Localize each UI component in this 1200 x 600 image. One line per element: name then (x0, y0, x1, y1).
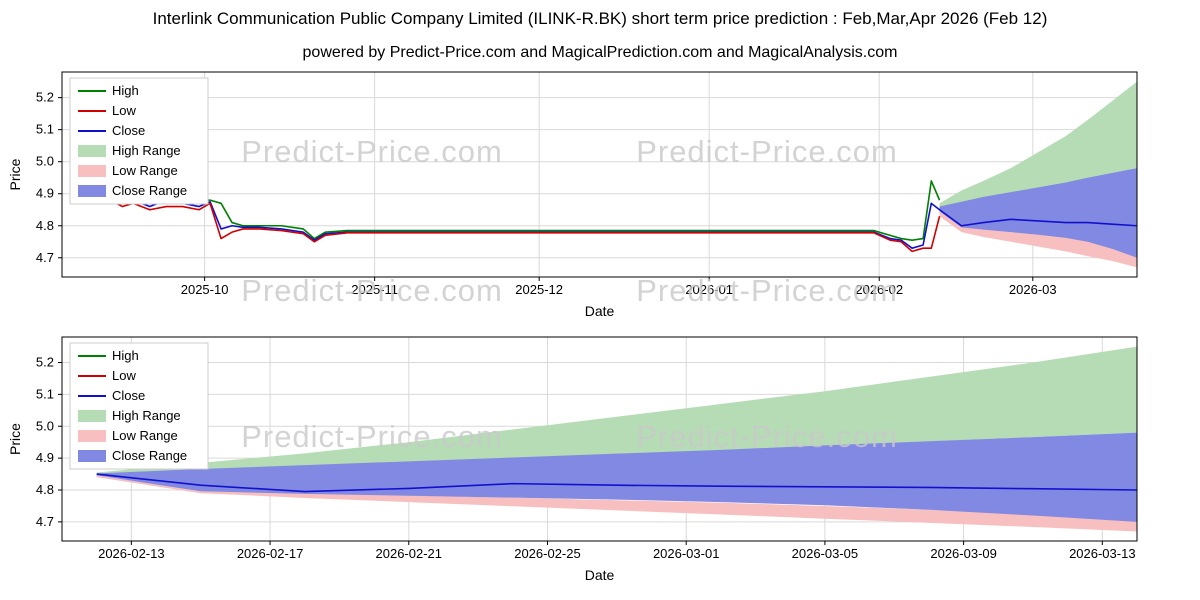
chart-subtitle: powered by Predict-Price.com and Magical… (302, 44, 898, 61)
low-line (100, 199, 941, 253)
x-tick-label: 2026-02-17 (237, 546, 304, 561)
y-tick-label: 5.2 (36, 355, 54, 370)
y-tick-label: 5.2 (36, 90, 54, 105)
low-range-legend-swatch (78, 430, 106, 442)
legend-label: Close (112, 388, 145, 403)
low-range-band (939, 206, 1137, 268)
x-tick-label: 2026-03-13 (1069, 546, 1136, 561)
legend-label: High (112, 348, 139, 363)
legend-label: High (112, 83, 139, 98)
plot-area (62, 72, 1137, 277)
y-tick-label: 4.7 (36, 514, 54, 529)
close-range-band (939, 168, 1137, 258)
low-range-band (96, 475, 1138, 532)
legend-label: Low (112, 103, 136, 118)
legend-label: High Range (112, 143, 181, 158)
y-tick-label: 4.8 (36, 482, 54, 497)
x-tick-label: 2026-02-25 (514, 546, 581, 561)
y-tick-label: 4.8 (36, 218, 54, 233)
x-axis-label: Date (585, 567, 615, 583)
x-tick-label: 2025-12 (515, 282, 563, 297)
plot-border (61, 336, 1138, 542)
watermark-text: Predict-Price.com (636, 273, 898, 308)
legend-label: Low Range (112, 163, 178, 178)
x-tick-label: 2026-02-13 (98, 546, 165, 561)
x-axis-label: Date (585, 303, 615, 319)
legend-label: High Range (112, 408, 181, 423)
x-tick-label: 2026-03-05 (792, 546, 859, 561)
watermark-text: Predict-Price.com (241, 419, 503, 454)
close-line (96, 473, 1138, 493)
close-range-legend-swatch (78, 185, 106, 197)
high-range-legend-swatch (78, 410, 106, 422)
x-tick-label: 2025-10 (181, 282, 229, 297)
close-range-band (96, 432, 1138, 522)
low-range-legend-swatch (78, 165, 106, 177)
x-tick-label: 2026-03-01 (653, 546, 720, 561)
y-tick-label: 5.0 (36, 418, 54, 433)
top-chart: 2025-10 2025-11 2025-12 2026-01 2026-02 2026-… (7, 71, 1138, 319)
legend-box (69, 342, 209, 470)
legend-box (69, 77, 209, 205)
y-tick-label: 4.9 (36, 186, 54, 201)
watermark-text: Predict-Price.com (241, 273, 503, 308)
x-tick-label: 2026-03 (1009, 282, 1057, 297)
close-range-legend-swatch (78, 450, 106, 462)
y-axis-label: Price (7, 423, 23, 455)
watermark-text: Predict-Price.com (636, 419, 898, 454)
legend-label: Close Range (112, 183, 187, 198)
watermarks: Predict-Price.com Predict-Price.com Pred… (241, 134, 898, 454)
y-axis-label: Price (7, 158, 23, 190)
x-tick-label: 2026-01 (685, 282, 733, 297)
y-tick-label: 4.7 (36, 250, 54, 265)
legend-label: Low (112, 368, 136, 383)
x-tick-label: 2025-11 (351, 282, 398, 297)
watermark-text: Predict-Price.com (241, 134, 503, 169)
legend-label: Low Range (112, 428, 178, 443)
chart-title: Interlink Communication Public Company L… (152, 9, 1048, 28)
x-tick-label: 2026-03-09 (930, 546, 997, 561)
legend-label: Close Range (112, 448, 187, 463)
y-tick-label: 5.0 (36, 154, 54, 169)
plot-border (61, 71, 1138, 278)
high-range-legend-swatch (78, 145, 106, 157)
y-tick-label: 5.1 (36, 386, 54, 401)
watermark-text: Predict-Price.com (636, 134, 898, 169)
x-tick-label: 2026-02 (855, 282, 903, 297)
y-tick-label: 5.1 (36, 122, 54, 137)
bottom-chart: 2026-02-13 2026-02-17 2026-02-21 2026-02-25… (7, 336, 1138, 583)
y-tick-label: 4.9 (36, 450, 54, 465)
x-tick-label: 2026-02-21 (376, 546, 443, 561)
legend-label: Close (112, 123, 145, 138)
